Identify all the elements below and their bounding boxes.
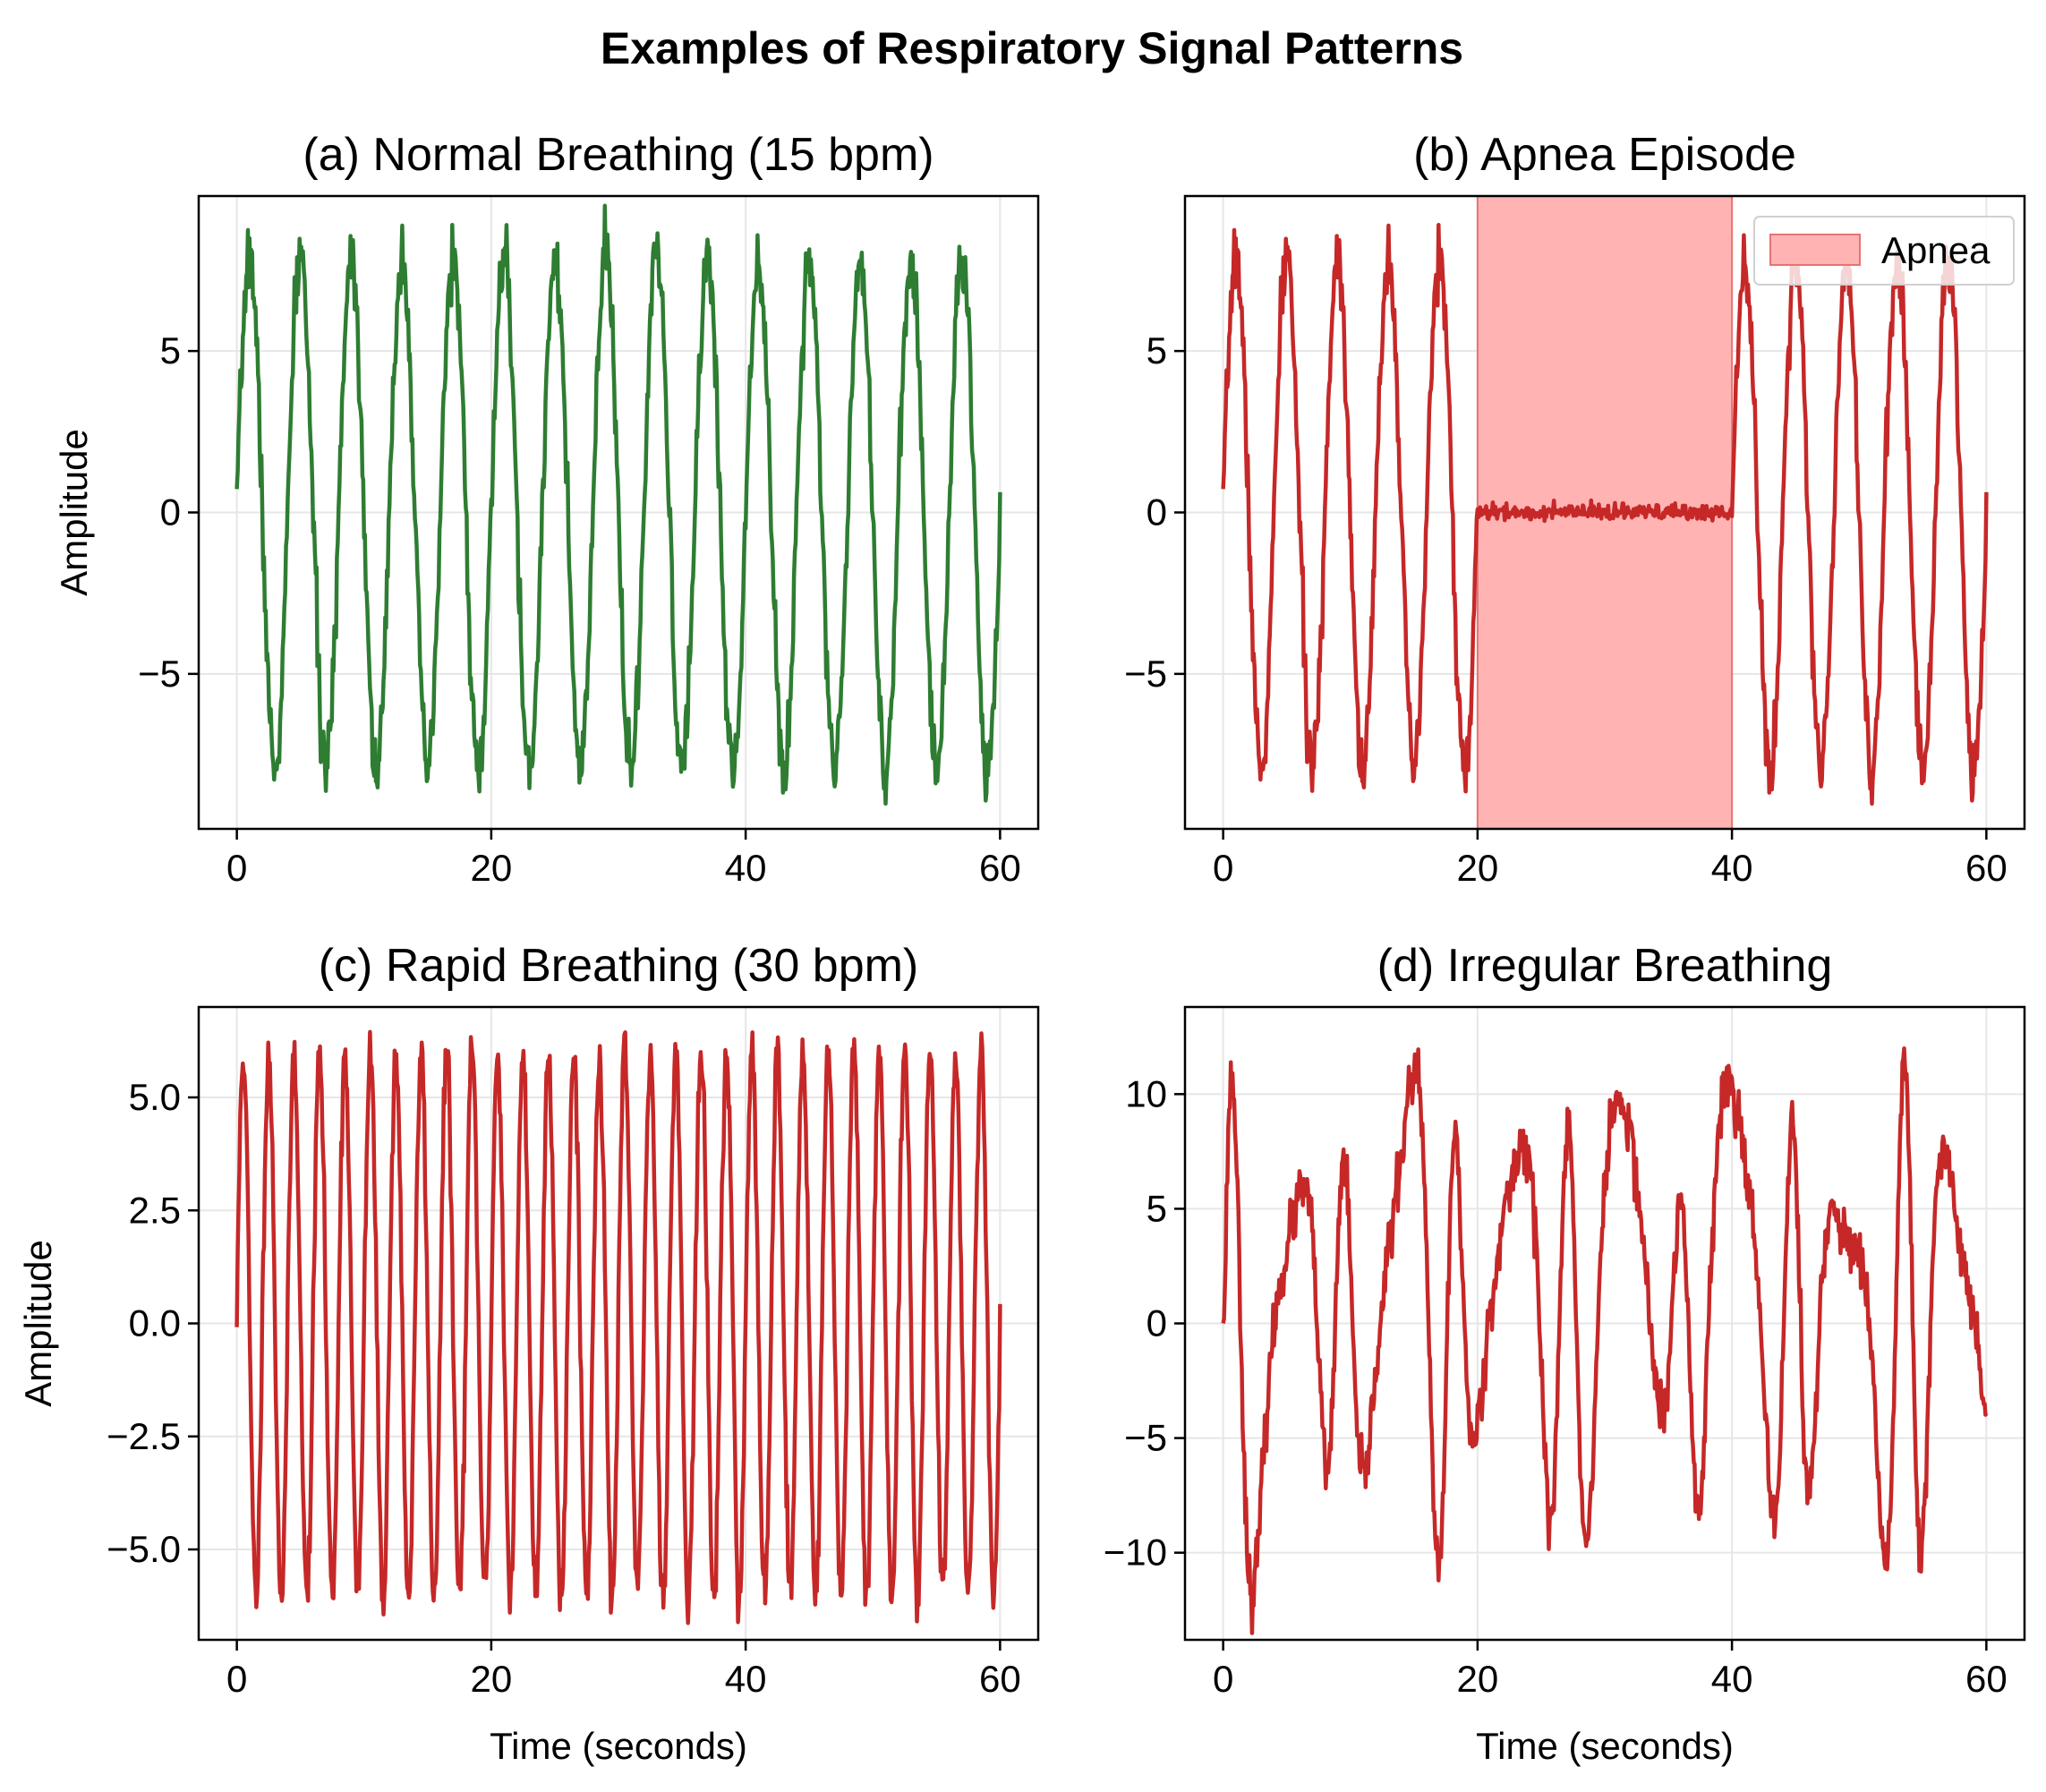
x-tick-label: 20	[471, 1658, 513, 1700]
x-tick-label: 60	[979, 847, 1021, 889]
grid-lines	[1185, 1007, 2025, 1640]
panel-title: (b) Apnea Episode	[1413, 129, 1796, 181]
y-tick-label: −5	[1124, 1417, 1167, 1459]
x-tick-label: 40	[1711, 1658, 1753, 1700]
series-line-a	[234, 203, 1002, 806]
x-tick-label: 0	[226, 1658, 247, 1700]
x-axis-label: Time (seconds)	[1476, 1725, 1734, 1767]
panel-title: (d) Irregular Breathing	[1377, 940, 1833, 992]
x-tick-label: 0	[1213, 847, 1233, 889]
panel-c: 0 20 40 60 −5.0 −2.5 0.0 2.5 5.0 (c) Rapid Breath…	[17, 940, 1040, 1767]
y-tick-label: −2.5	[107, 1415, 181, 1457]
y-tick-label: 0	[1147, 491, 1167, 533]
x-tick-label: 60	[979, 1658, 1021, 1700]
x-axis-label: Time (seconds)	[490, 1725, 747, 1767]
y-tick-label: −5.0	[107, 1528, 181, 1570]
panel-d: 0 20 40 60 −10 −5 0 5 10 (d) Irregular Breathing T…	[1104, 940, 2026, 1767]
y-tick-label: 10	[1125, 1072, 1167, 1114]
x-tick-label: 40	[725, 847, 767, 889]
x-tick-label: 20	[471, 847, 513, 889]
x-tick-label: 20	[1457, 1658, 1499, 1700]
x-tick-label: 60	[1965, 1658, 2008, 1700]
y-tick-label: 2.5	[129, 1189, 181, 1231]
panel-a: 0 20 40 60 −5 0 5 (a) Normal Breathing (15 bpm)…	[53, 129, 1040, 889]
y-tick-label: 5	[1147, 1187, 1167, 1229]
legend: Apnea	[1753, 216, 2015, 286]
y-tick-label: −5	[138, 653, 181, 695]
y-tick-label: 0	[160, 491, 181, 533]
x-tick-label: 20	[1457, 847, 1499, 889]
x-tick-label: 40	[1711, 847, 1753, 889]
y-tick-label: 5	[160, 329, 181, 371]
y-tick-label: 0.0	[129, 1302, 181, 1344]
y-axis-label: Amplitude	[53, 429, 95, 596]
figure-title: Examples of Respiratory Signal Patterns	[601, 23, 1463, 73]
series-line-c	[234, 1029, 1002, 1626]
x-tick-label: 0	[226, 847, 247, 889]
legend-label: Apnea	[1881, 229, 1991, 271]
y-tick-label: 5	[1147, 329, 1167, 371]
y-tick-label: 0	[1147, 1302, 1167, 1344]
y-tick-label: −5	[1124, 653, 1167, 695]
series-line-b	[1221, 223, 1989, 806]
series-line-d	[1221, 1046, 1989, 1635]
panel-title: (a) Normal Breathing (15 bpm)	[303, 129, 933, 181]
panel-title: (c) Rapid Breathing (30 bpm)	[319, 940, 919, 992]
x-tick-label: 60	[1965, 847, 2008, 889]
y-tick-label: 5.0	[129, 1076, 181, 1118]
y-tick-label: −10	[1104, 1532, 1167, 1574]
panels-container: 0 20 40 60 −5 0 5 (a) Normal Breathing (15 bpm)…	[17, 129, 2026, 1767]
panel-b: 0 20 40 60 −5 0 5 (b) Apnea Episode Apnea	[1124, 129, 2026, 889]
x-tick-label: 40	[725, 1658, 767, 1700]
legend-swatch	[1769, 234, 1861, 266]
y-axis-label: Amplitude	[17, 1240, 59, 1407]
x-tick-label: 0	[1213, 1658, 1233, 1700]
